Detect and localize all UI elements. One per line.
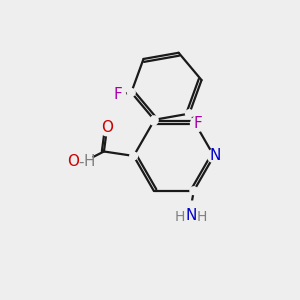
Circle shape xyxy=(128,88,135,96)
Text: F: F xyxy=(194,116,202,131)
Text: O: O xyxy=(67,154,79,169)
Text: H: H xyxy=(197,210,207,224)
Circle shape xyxy=(176,201,206,231)
Circle shape xyxy=(100,123,113,136)
Text: N: N xyxy=(185,208,196,224)
Circle shape xyxy=(190,116,206,131)
Circle shape xyxy=(70,151,93,173)
Text: N: N xyxy=(210,148,221,164)
Text: H: H xyxy=(174,210,185,224)
Circle shape xyxy=(150,116,158,124)
Text: F: F xyxy=(114,87,122,102)
Text: O: O xyxy=(101,120,113,135)
Circle shape xyxy=(207,149,220,163)
Text: H: H xyxy=(84,154,95,169)
Circle shape xyxy=(190,187,198,195)
Circle shape xyxy=(150,117,158,125)
Circle shape xyxy=(185,110,193,118)
Text: -: - xyxy=(79,154,84,169)
Circle shape xyxy=(111,87,126,102)
Circle shape xyxy=(130,152,137,160)
